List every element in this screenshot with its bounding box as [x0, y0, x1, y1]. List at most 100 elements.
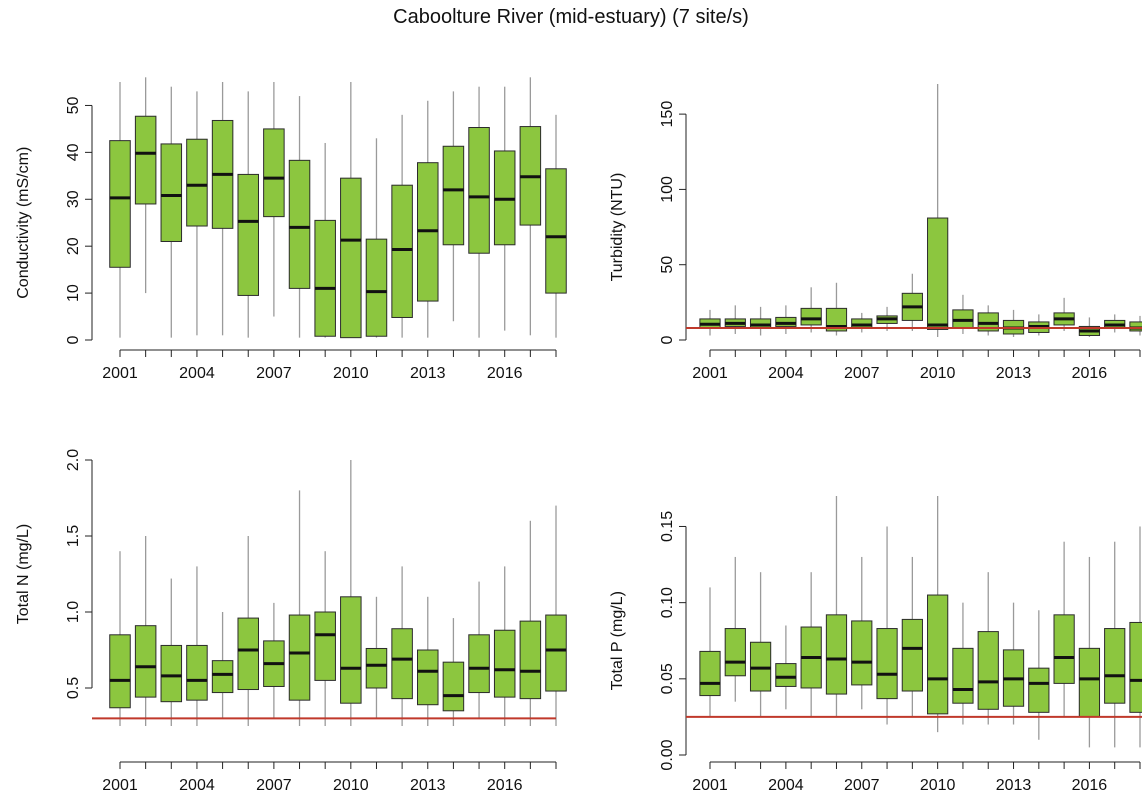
box-2012 [977, 631, 999, 710]
box-2007 [851, 620, 873, 686]
x-tick-label: 2001 [102, 777, 138, 794]
box-2011 [365, 238, 388, 337]
y-tick-label: 0 [65, 335, 82, 344]
x-tick-label: 2001 [692, 777, 728, 794]
box-2008 [876, 628, 898, 700]
box-2009 [314, 219, 336, 337]
box-2010 [340, 177, 362, 339]
box-2002 [134, 625, 157, 698]
box-2011 [952, 309, 974, 329]
box-2011 [952, 647, 974, 704]
box-2014 [442, 145, 465, 246]
y-tick-label: 0.15 [659, 511, 676, 542]
box-2009 [901, 618, 923, 692]
box-2003 [160, 644, 183, 703]
x-tick-label: 2007 [256, 777, 292, 794]
y-tick-label: 0.00 [659, 739, 676, 770]
x-tick-label: 2007 [844, 365, 880, 382]
box-2015 [1053, 614, 1075, 684]
x-tick-label: 2013 [996, 365, 1032, 382]
box-2004 [186, 644, 208, 701]
y-tick-label: 50 [659, 256, 676, 274]
x-tick-label: 2013 [996, 777, 1032, 794]
y-tick-label: 30 [65, 190, 82, 208]
box-2005 [211, 660, 234, 694]
box-2002 [724, 628, 746, 677]
y-tick-label: 150 [659, 101, 676, 128]
box-2005 [800, 307, 822, 326]
y-tick-label: 1.5 [65, 525, 82, 547]
y-axis-label: Turbidity (NTU) [609, 173, 626, 282]
box-2003 [160, 143, 183, 242]
x-tick-label: 2010 [333, 777, 369, 794]
x-tick-label: 2007 [256, 365, 292, 382]
box-2015 [468, 127, 490, 254]
conductivity-panel: 0 10 20 30 40 50 Conductivity (mS/cm) 2001 2004 2… [15, 77, 567, 382]
y-tick-label: 0.05 [659, 663, 676, 694]
x-tick-label: 2004 [768, 777, 804, 794]
x-tick-label: 2004 [179, 365, 215, 382]
x-tick-label: 2016 [487, 365, 523, 382]
box-2012 [977, 312, 999, 332]
y-tick-label: 40 [65, 143, 82, 161]
box-2001 [109, 634, 131, 709]
box-2016 [1078, 647, 1101, 718]
x-tick-label: 2013 [410, 365, 446, 382]
page-title: Caboolture River (mid-estuary) (7 site/s… [393, 6, 749, 28]
box-2008 [288, 159, 311, 289]
box-2001 [109, 140, 131, 268]
y-tick-label: 0.5 [65, 677, 82, 699]
box-2013 [417, 649, 439, 706]
box-2012 [391, 628, 413, 700]
y-tick-label: 10 [65, 284, 82, 302]
box-2010 [927, 217, 949, 330]
x-tick-label: 2010 [920, 777, 956, 794]
x-tick-label: 2016 [487, 777, 523, 794]
x-tick-label: 2010 [920, 365, 956, 382]
y-tick-label: 1.0 [65, 601, 82, 623]
y-tick-label: 2.0 [65, 449, 82, 471]
box-2018 [1129, 321, 1142, 332]
box-2009 [314, 611, 336, 681]
box-2007 [263, 128, 285, 218]
total-n-panel: 0.5 1.0 1.5 2.0 Total N (mg/L) 2001 2004 2007 20… [15, 449, 567, 794]
box-2010 [340, 596, 362, 704]
box-2018 [545, 614, 567, 692]
box-2015 [468, 634, 490, 694]
box-2006 [825, 614, 848, 695]
box-2006 [237, 173, 259, 296]
box-2014 [442, 661, 465, 712]
y-axis-label: Total N (mg/L) [15, 524, 32, 624]
box-2006 [237, 617, 259, 691]
box-2008 [288, 614, 311, 701]
box-2017 [1104, 628, 1126, 704]
x-tick-label: 2013 [410, 777, 446, 794]
x-tick-label: 2001 [102, 365, 138, 382]
x-tick-label: 2007 [844, 777, 880, 794]
x-tick-label: 2004 [179, 777, 215, 794]
y-tick-label: 50 [65, 96, 82, 114]
box-2002 [134, 115, 157, 205]
box-2010 [927, 594, 949, 715]
box-2016 [493, 629, 516, 698]
box-2018 [1129, 621, 1142, 713]
y-tick-label: 100 [659, 176, 676, 203]
box-2014 [1028, 667, 1050, 713]
box-2004 [775, 663, 797, 687]
box-2011 [365, 647, 388, 689]
box-2017 [519, 620, 542, 700]
box-2004 [775, 316, 797, 327]
y-tick-label: 0 [659, 335, 676, 344]
x-tick-label: 2016 [1072, 777, 1108, 794]
y-axis-label: Total P (mg/L) [609, 591, 626, 690]
box-2003 [749, 641, 772, 692]
turbidity-panel: 0 50 100 150 Turbidity (NTU) 2001 2004 2007 2010… [609, 84, 1142, 382]
y-tick-label: 0.10 [659, 587, 676, 618]
box-2018 [545, 168, 567, 294]
y-tick-label: 20 [65, 237, 82, 255]
total-p-panel: 0.00 0.05 0.10 0.15 Total P (mg/L) 2001 2004 20… [609, 496, 1142, 794]
x-tick-label: 2004 [768, 365, 804, 382]
y-axis-label: Conductivity (mS/cm) [15, 147, 32, 299]
box-2007 [851, 318, 873, 329]
